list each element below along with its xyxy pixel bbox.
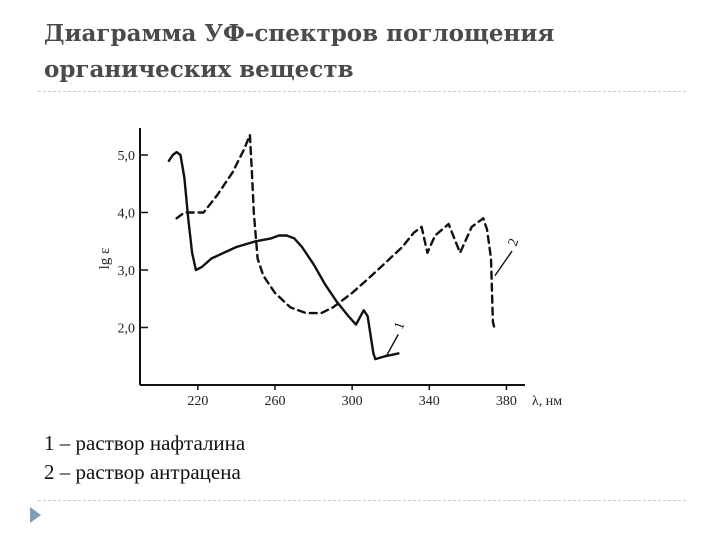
- series-line-1: [167, 150, 400, 361]
- series-line-2: [175, 133, 497, 332]
- x-tick-label: 220: [187, 394, 208, 409]
- title-divider: [38, 91, 686, 92]
- x-tick-label: 380: [496, 394, 517, 409]
- x-ticks: 220 260 300 340 380: [187, 385, 517, 409]
- series-leader-2: [494, 250, 513, 277]
- y-tick-label: 3,0: [118, 264, 136, 279]
- legend-item-1: 1 – раствор нафталина: [44, 431, 246, 455]
- y-axis-label: lg ε: [97, 248, 113, 270]
- title-line-2: органических веществ: [44, 56, 354, 83]
- title-line-1: Диаграмма УФ-спектров поглощения: [44, 20, 555, 47]
- x-tick-label: 300: [342, 394, 363, 409]
- y-tick-label: 5,0: [118, 149, 136, 164]
- legend: 1 – раствор нафталина 2 – раствор антрац…: [44, 429, 245, 487]
- series-leader-1: [386, 334, 399, 356]
- uv-spectra-chart: 2,03,04,05,0 220 260 300 340 380 lg ε λ, нм …: [97, 128, 562, 409]
- series-label-2: 2: [506, 237, 522, 249]
- y-tick-label: 4,0: [118, 207, 136, 222]
- footer-divider: [38, 500, 686, 501]
- x-tick-label: 340: [419, 394, 440, 409]
- slide-title: Диаграмма УФ-спектров поглощения органич…: [44, 16, 684, 88]
- x-axis-label: λ, нм: [532, 394, 562, 409]
- x-tick-label: 260: [265, 394, 286, 409]
- y-ticks: 2,0 3,0 4,0 5,0: [118, 149, 148, 337]
- legend-item-2: 2 – раствор антрацена: [44, 460, 241, 484]
- series-group: 12: [167, 133, 522, 361]
- series-label-1: 1: [392, 320, 408, 332]
- chart-axes: [139, 128, 525, 386]
- y-tick-label: 2,0: [118, 322, 136, 337]
- triangle-bullet-icon: [30, 507, 41, 523]
